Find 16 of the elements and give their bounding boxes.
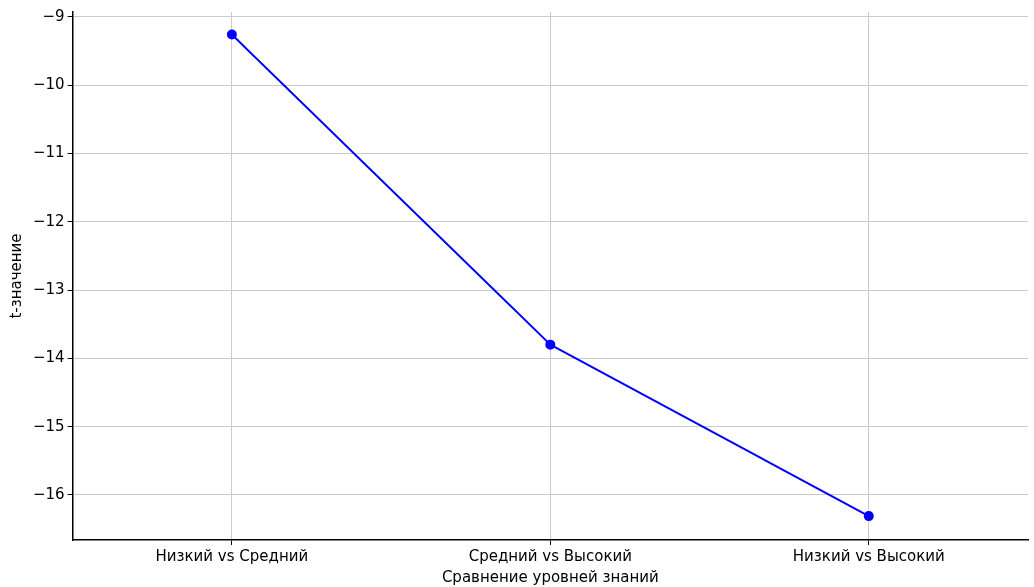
- y-tick-label: −12: [33, 211, 65, 230]
- y-tick-label: −14: [33, 348, 65, 367]
- x-axis-title: Сравнение уровней знаний: [441, 567, 659, 586]
- point: [545, 339, 556, 350]
- y-tick-label: −13: [33, 279, 65, 298]
- y-axis-title: t-значение: [6, 233, 25, 319]
- y-tick-label: −10: [33, 74, 65, 93]
- y-tick-label: −15: [33, 416, 65, 435]
- point: [226, 29, 237, 40]
- y-tick-label: −9: [42, 6, 65, 25]
- point: [863, 511, 874, 522]
- y-tick-label: −16: [33, 484, 65, 503]
- x-tick-label: Низкий vs Высокий: [792, 546, 945, 565]
- x-tick-label: Средний vs Высокий: [468, 546, 632, 565]
- y-tick-label: −11: [33, 143, 65, 162]
- x-tick-label: Низкий vs Средний: [155, 546, 309, 565]
